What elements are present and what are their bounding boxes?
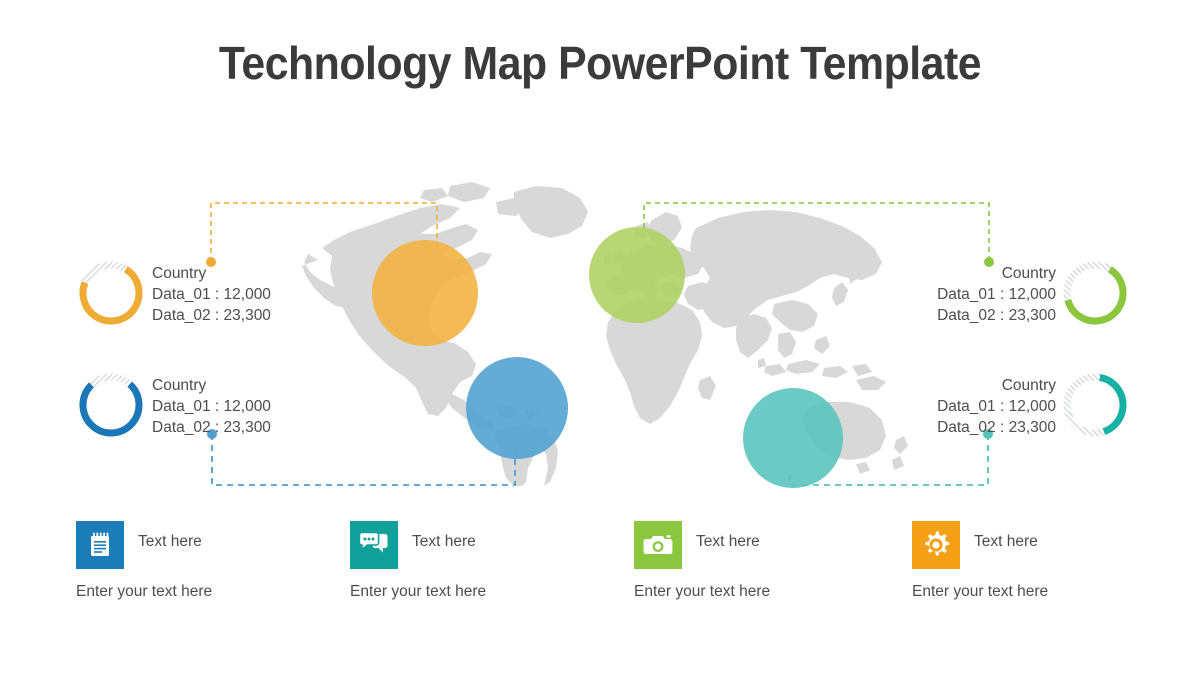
country-label: Country xyxy=(152,377,207,394)
camera-icon xyxy=(643,535,673,554)
footer-item-chat[interactable]: Text here Enter your text here xyxy=(350,521,640,611)
bubble-green[interactable] xyxy=(589,227,685,323)
footer-subtitle: Enter your text here xyxy=(350,583,487,600)
footer-item-gear[interactable]: Text here Enter your text here xyxy=(912,521,1200,611)
gear-icon-tile[interactable] xyxy=(912,521,960,569)
footer-title: Text here xyxy=(974,533,1038,550)
footer-title: Text here xyxy=(412,533,476,550)
footer-subtitle: Enter your text here xyxy=(634,583,771,600)
footer-title: Text here xyxy=(696,533,760,550)
footer-item-camera[interactable]: Text here Enter your text here xyxy=(634,521,924,611)
data-01: Data_01 : 12,000 xyxy=(152,398,271,415)
footer-subtitle: Enter your text here xyxy=(76,583,213,600)
footer-title: Text here xyxy=(138,533,202,550)
chat-bubble-icon-tile[interactable] xyxy=(350,521,398,569)
bubble-blue[interactable] xyxy=(466,357,568,459)
data-02: Data_02 : 23,300 xyxy=(152,419,271,436)
bubble-orange[interactable] xyxy=(372,240,478,346)
info-green: Country Data_01 : 12,000 Data_02 : 23,30… xyxy=(796,264,1056,326)
info-blue: Country Data_01 : 12,000 Data_02 : 23,30… xyxy=(152,376,271,438)
donut-green[interactable] xyxy=(1060,258,1130,328)
page-title: Technology Map PowerPoint Template xyxy=(218,37,982,89)
data-01: Data_01 : 12,000 xyxy=(152,286,271,303)
notepad-icon xyxy=(91,532,109,556)
data-02: Data_02 : 23,300 xyxy=(152,307,271,324)
gear-icon xyxy=(925,531,950,556)
chat-bubble-icon xyxy=(358,531,388,553)
data-02: Data_02 : 23,300 xyxy=(937,419,1056,436)
info-teal: Country Data_01 : 12,000 Data_02 : 23,30… xyxy=(796,376,1056,438)
donut-blue[interactable] xyxy=(76,370,146,440)
data-01: Data_01 : 12,000 xyxy=(937,398,1056,415)
country-label: Country xyxy=(1001,377,1056,394)
camera-icon-tile[interactable] xyxy=(634,521,682,569)
donut-orange[interactable] xyxy=(76,258,146,328)
notepad-icon-tile[interactable] xyxy=(76,521,124,569)
footer-item-notepad[interactable]: Text here Enter your text here xyxy=(76,521,366,611)
data-01: Data_01 : 12,000 xyxy=(937,286,1056,303)
data-02: Data_02 : 23,300 xyxy=(937,307,1056,324)
donut-teal[interactable] xyxy=(1060,370,1130,440)
info-orange: Country Data_01 : 12,000 Data_02 : 23,30… xyxy=(152,264,271,326)
country-label: Country xyxy=(152,265,207,282)
footer-subtitle: Enter your text here xyxy=(912,583,1049,600)
country-label: Country xyxy=(1001,265,1056,282)
